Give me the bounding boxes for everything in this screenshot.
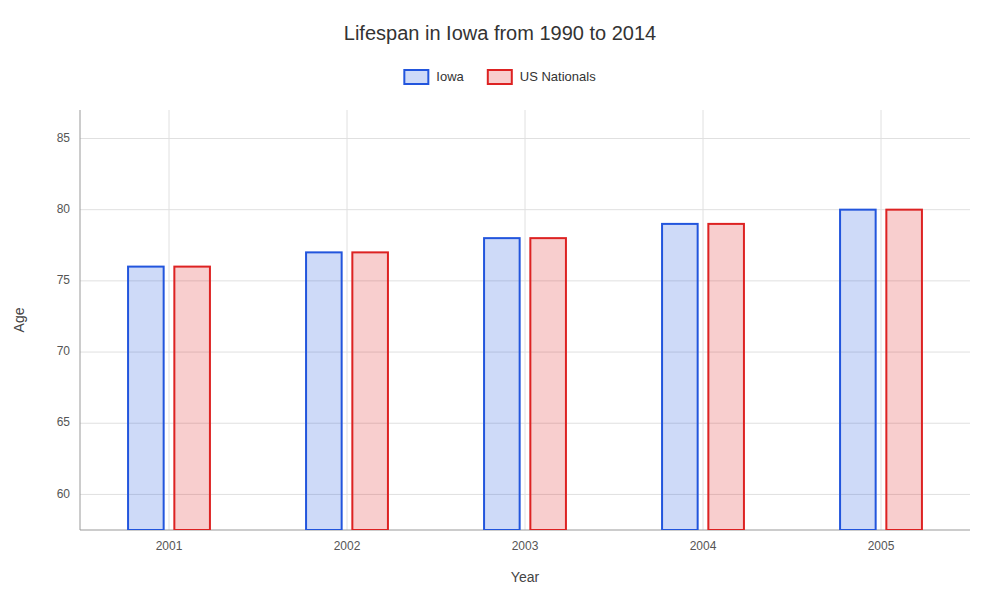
legend-label: Iowa [436,69,464,84]
bar [128,267,164,530]
x-axis-label: Year [511,569,540,585]
x-grid-line [703,110,704,530]
bar [708,224,744,530]
bar [840,210,876,530]
x-tick-label: 2002 [334,539,361,553]
y-tick-label: 75 [57,273,71,287]
x-grid-line [525,110,526,530]
grid [80,110,970,530]
bar [306,252,342,530]
title: Lifespan in Iowa from 1990 to 2014 [344,22,656,44]
chart-container: 60 65 70 75 80 85 2001 2002 2003 2004 2005 Year Age L… [0,0,1000,600]
y-tick-label: 60 [57,487,71,501]
x-tick-label: 2003 [512,539,539,553]
x-tick-label: 2005 [868,539,895,553]
bar [484,238,520,530]
x-tick-label: 2001 [156,539,183,553]
bar [530,238,566,530]
legend-item: Iowa [404,69,464,84]
bar [886,210,922,530]
x-grid-line [169,110,170,530]
legend: Iowa US Nationals [404,69,596,84]
x-tick-label: 2004 [690,539,717,553]
legend-swatch [404,70,428,84]
chart: 60 65 70 75 80 85 2001 2002 2003 2004 2005 Year Age L… [0,0,1000,600]
y-tick-label: 70 [57,344,71,358]
x-axis-line [80,530,970,531]
y-tick-label: 85 [57,131,71,145]
legend-label: US Nationals [520,69,596,84]
bar [174,267,210,530]
legend-item: US Nationals [488,69,596,84]
x-grid-line [881,110,882,530]
y-axis-label: Age [11,307,27,332]
bars [128,210,922,530]
y-tick-label: 65 [57,415,71,429]
x-grid-line [347,110,348,530]
bar [352,252,388,530]
y-tick-label: 80 [57,202,71,216]
legend-swatch [488,70,512,84]
bar [662,224,698,530]
y-axis-line [80,110,81,530]
